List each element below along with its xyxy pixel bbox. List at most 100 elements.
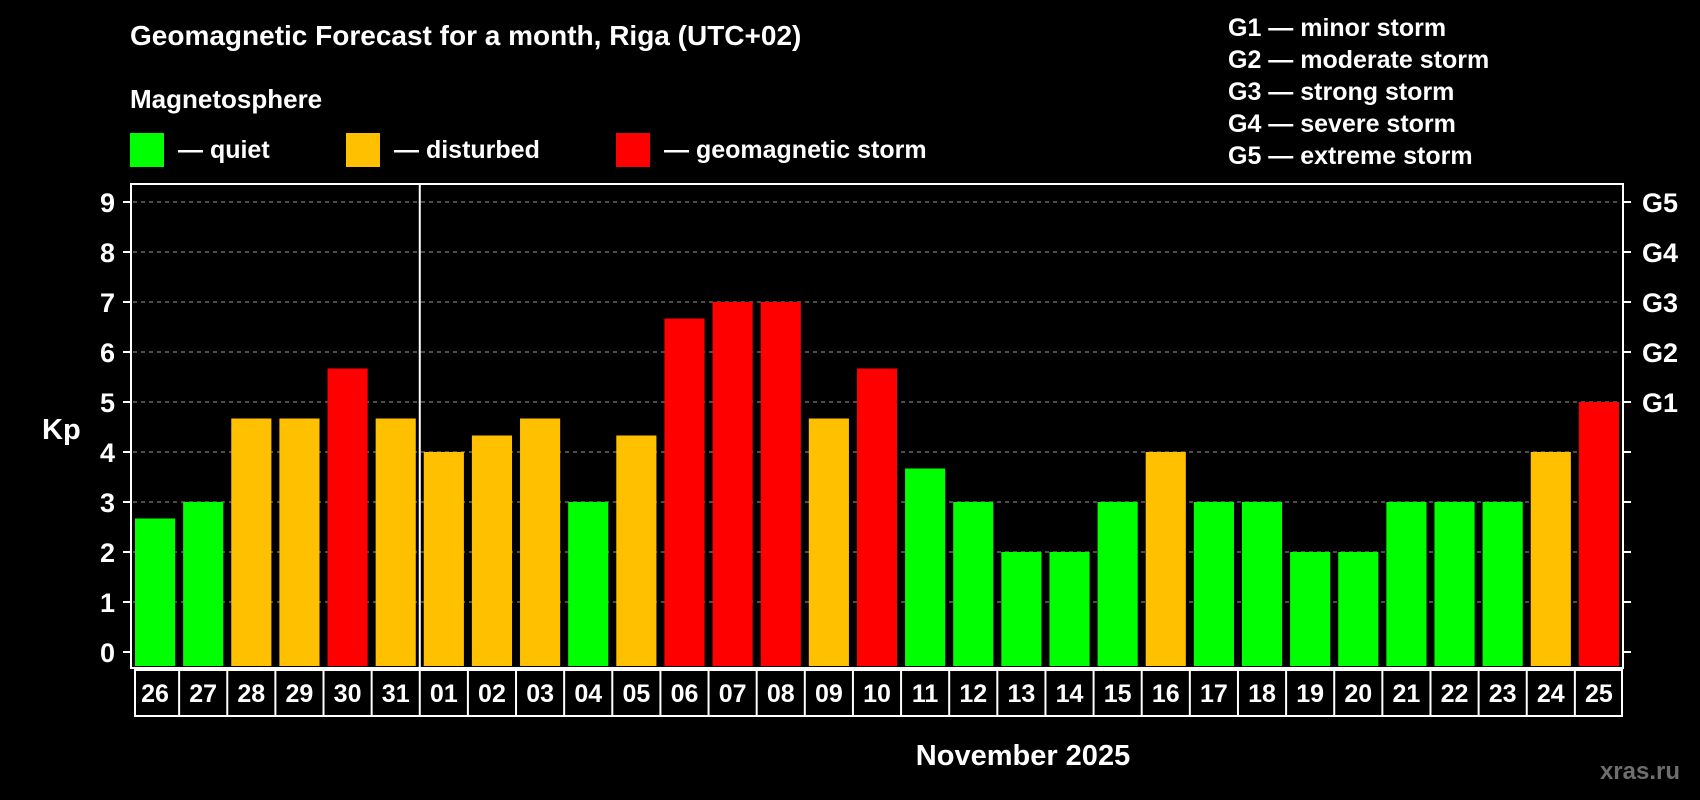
bar-26 [135,518,176,666]
bar-17 [1193,502,1234,666]
x-tick-label-30: 30 [334,680,362,708]
x-tick-label-21: 21 [1393,680,1421,708]
bar-18 [1241,502,1283,666]
bar-23 [1482,502,1523,666]
bar-28 [231,418,272,666]
bar-14 [1049,552,1090,666]
x-tick-label-12: 12 [959,680,987,708]
y-tick-label: 1 [100,588,115,618]
legend-swatch-storm [616,133,650,167]
bar-05 [616,435,657,666]
x-tick-label-08: 08 [767,680,795,708]
legend-swatch-disturbed [346,133,380,167]
y-tick-label: 7 [100,288,115,318]
y-tick-label: 2 [100,538,115,568]
x-tick-label-09: 09 [815,680,843,708]
right-axis-label-g2: G2 [1642,338,1678,368]
y-tick-label: 6 [100,338,115,368]
x-tick-label-20: 20 [1344,680,1372,708]
right-axis-label-g4: G4 [1642,238,1678,268]
y-tick-label: 5 [100,388,115,418]
x-tick-label-07: 07 [719,680,747,708]
bar-10 [856,368,898,666]
storm-scale-legend: G1 — minor storm G2 — moderate storm G3 … [1228,12,1489,172]
bar-20 [1338,552,1379,666]
x-tick-label-17: 17 [1200,680,1228,708]
x-tick-label-19: 19 [1296,680,1324,708]
x-tick-label-29: 29 [286,680,314,708]
bar-22 [1434,502,1475,666]
bar-13 [1001,552,1042,666]
bar-24 [1530,452,1571,666]
storm-scale-g2: G2 — moderate storm [1228,46,1490,74]
x-tick-label-15: 15 [1104,680,1132,708]
x-label-frame [134,669,1623,717]
bar-21 [1386,502,1427,666]
x-tick-label-31: 31 [382,680,410,708]
bar-31 [375,418,416,666]
storm-scale-g3: G3 — strong storm [1228,78,1455,106]
x-tick-label-06: 06 [671,680,699,708]
bar-04 [568,502,609,666]
legend-storm: — geomagnetic storm [616,133,927,167]
x-tick-label-02: 02 [478,680,506,708]
bar-07 [712,302,753,666]
x-tick-label-13: 13 [1007,680,1035,708]
y-tick-label: 8 [100,238,115,268]
bar-27 [183,502,224,666]
x-tick-label-05: 05 [622,680,650,708]
x-axis-label: November 2025 [916,740,1130,772]
right-axis-label-g1: G1 [1642,388,1678,418]
bar-19 [1290,552,1331,666]
legend-swatch-quiet [130,133,164,167]
x-tick-label-03: 03 [526,680,554,708]
bar-02 [471,435,513,666]
bar-01 [423,452,464,666]
legend-subtitle: Magnetosphere [130,84,323,114]
x-tick-label-22: 22 [1441,680,1469,708]
right-axis-label-g5: G5 [1642,188,1678,218]
x-tick-label-23: 23 [1489,680,1517,708]
bar-30 [327,368,368,666]
x-tick-label-01: 01 [430,680,458,708]
legend-disturbed: — disturbed [346,133,540,167]
x-tick-label-27: 27 [189,680,217,708]
y-tick-label: 9 [100,188,115,218]
y-tick-label: 4 [100,438,115,468]
x-tick-label-10: 10 [863,680,891,708]
bar-15 [1097,502,1138,666]
x-tick-label-24: 24 [1537,680,1565,708]
bar-16 [1145,452,1186,666]
bar-03 [520,418,561,666]
legend-quiet: — quiet [130,133,270,167]
x-tick-label-28: 28 [237,680,265,708]
x-tick-label-14: 14 [1056,680,1084,708]
x-tick-label-16: 16 [1152,680,1180,708]
legend-label-quiet: — quiet [178,135,270,164]
y-axis-label: Kp [42,414,81,446]
bar-06 [664,318,705,666]
x-tick-label-11: 11 [912,680,939,708]
x-tick-label-25: 25 [1585,680,1613,708]
chart-title: Geomagnetic Forecast for a month, Riga (… [130,20,802,51]
x-tick-label-18: 18 [1248,680,1276,708]
legend-label-disturbed: — disturbed [394,135,540,164]
y-tick-label: 0 [100,638,115,668]
bar-25 [1578,402,1619,666]
bar-09 [808,418,849,666]
bar-08 [760,302,801,666]
legend-label-storm: — geomagnetic storm [664,135,927,164]
storm-scale-g1: G1 — minor storm [1228,14,1447,42]
x-tick-label-04: 04 [574,680,602,708]
watermark: xras.ru [1599,758,1680,785]
storm-scale-g4: G4 — severe storm [1228,110,1456,138]
bar-11 [905,468,946,666]
right-axis-label-g3: G3 [1642,288,1678,318]
y-tick-label: 3 [100,488,115,518]
bar-12 [953,502,994,666]
x-tick-label-26: 26 [141,680,169,708]
storm-scale-g5: G5 — extreme storm [1228,142,1473,170]
bar-29 [279,418,320,666]
plot-frame [130,183,1624,669]
